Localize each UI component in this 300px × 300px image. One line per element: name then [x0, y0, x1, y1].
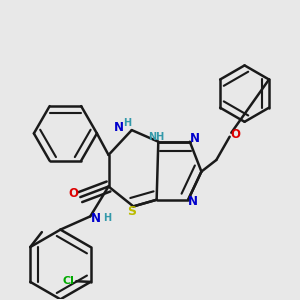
- Text: N: N: [91, 212, 101, 224]
- Text: O: O: [68, 187, 78, 200]
- Text: N: N: [190, 132, 200, 145]
- Text: Cl: Cl: [62, 276, 74, 286]
- Text: S: S: [127, 205, 136, 218]
- Text: H: H: [103, 213, 111, 223]
- Text: H: H: [123, 118, 131, 128]
- Text: NH: NH: [148, 132, 165, 142]
- Text: N: N: [188, 195, 198, 208]
- Text: N: N: [114, 121, 124, 134]
- Text: O: O: [231, 128, 241, 141]
